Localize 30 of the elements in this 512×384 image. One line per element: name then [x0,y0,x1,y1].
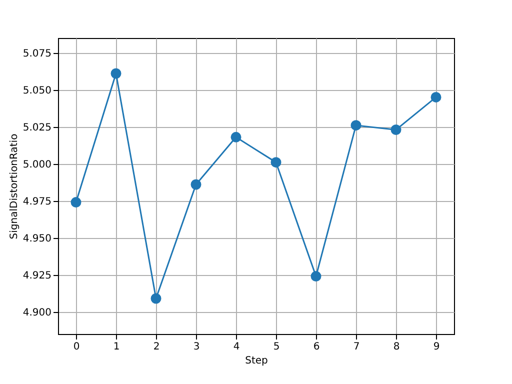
point [110,68,122,79]
y-tick-label: 4.950 [22,233,52,244]
x-tick-label: 7 [353,342,360,352]
y-tick-label: 5.075 [22,48,52,60]
y-tick-label: 5.025 [22,122,52,134]
point [70,197,82,208]
x-tick-label: 9 [433,342,440,352]
y-axis-title: SignalDistortionRatio [8,134,20,240]
point [230,132,242,142]
point [430,92,442,102]
y-tick-label: 4.900 [22,307,52,318]
x-tick-label: 2 [153,342,160,352]
y-tick-label: 4.925 [22,270,52,282]
x-tick-label: 5 [273,342,280,352]
x-tick-label: 0 [73,342,80,352]
point [150,293,162,304]
point [350,120,362,131]
y-tick-label: 5.050 [22,85,52,96]
x-tick-label: 6 [313,342,320,352]
y-tick-label: 4.975 [22,196,52,208]
x-tick-label: 1 [113,342,120,352]
point [310,271,322,282]
x-tick-label: 8 [393,342,400,352]
point [390,124,402,135]
x-tick-label: 4 [233,342,240,352]
point [270,157,282,168]
x-axis-title: Step [245,356,268,366]
y-tick-label: 5.000 [22,159,52,170]
x-tick-label: 3 [193,342,200,352]
point [190,179,202,190]
